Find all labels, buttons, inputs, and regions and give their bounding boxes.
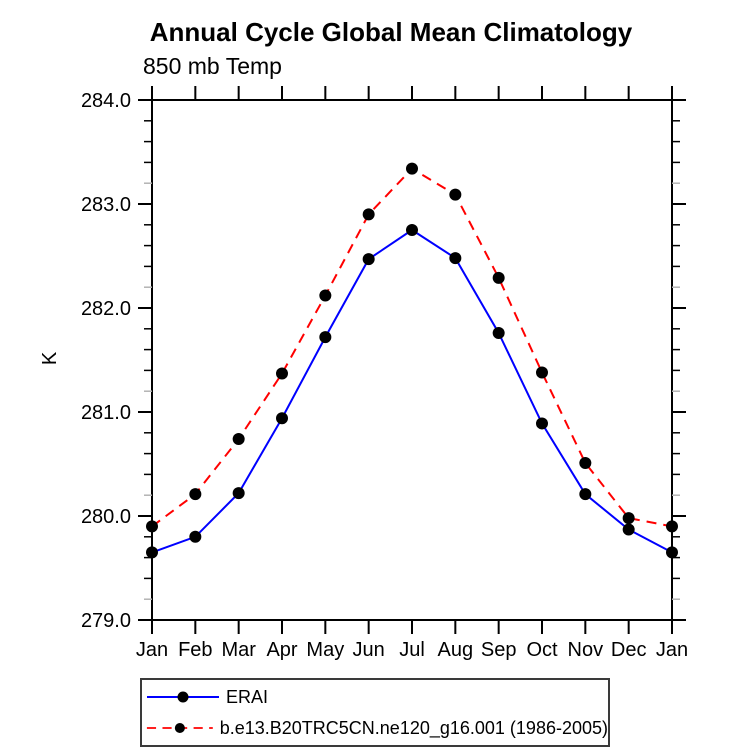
legend-label-erai: ERAI	[226, 687, 269, 708]
legend-label-model: b.e13.B20TRC5CN.ne120_g16.001 (1986-2005…	[219, 717, 608, 738]
legend-item-erai: ERAI	[142, 684, 608, 710]
data-point	[362, 208, 375, 221]
y-tick-label: 283.0	[81, 194, 131, 216]
series-line-solid	[151, 228, 673, 554]
y-tick-label: 284.0	[81, 90, 131, 112]
x-tick-label: Aug	[438, 639, 474, 661]
data-point	[146, 546, 158, 559]
data-point	[406, 162, 418, 175]
data-point	[579, 488, 592, 501]
x-tick-label: Mar	[221, 639, 256, 661]
data-point	[189, 530, 202, 543]
plot-frame	[151, 99, 673, 621]
data-point	[319, 289, 332, 302]
x-tick-label: Nov	[568, 639, 604, 661]
data-point	[232, 487, 245, 500]
data-point	[276, 367, 288, 380]
data-point	[319, 331, 332, 344]
data-point	[406, 224, 418, 236]
x-tick-label: Feb	[178, 639, 212, 661]
data-point	[189, 488, 202, 501]
chart-title: Annual Cycle Global Mean Climatology	[149, 17, 633, 47]
data-point	[146, 520, 158, 533]
data-point	[536, 366, 548, 379]
series-line-dashed	[151, 167, 673, 528]
legend-line-sample-solid	[147, 691, 219, 703]
data-point	[362, 253, 375, 266]
y-tick-label: 279.0	[81, 610, 131, 632]
data-point	[276, 412, 288, 425]
legend-marker-icon	[177, 691, 189, 703]
data-point	[666, 546, 678, 559]
x-tick-label: May	[306, 639, 344, 661]
data-point	[579, 456, 592, 469]
x-tick-label: Jan	[136, 639, 168, 661]
data-point	[492, 326, 505, 339]
data-point	[449, 252, 462, 265]
x-tick-label: Oct	[526, 639, 558, 661]
y-tick-label: 280.0	[81, 506, 131, 528]
legend-line-sample-dashed	[146, 722, 213, 733]
x-tick-label: Jul	[399, 639, 425, 661]
x-tick-label: Jun	[353, 639, 385, 661]
data-point	[622, 523, 635, 536]
x-tick-label: Dec	[611, 639, 647, 661]
data-point	[622, 512, 635, 525]
legend-item-model: b.e13.B20TRC5CN.ne120_g16.001 (1986-2005…	[142, 715, 608, 741]
y-tick-label: 281.0	[81, 402, 131, 424]
data-point	[492, 271, 505, 284]
data-point	[666, 520, 678, 533]
chart-subtitle: 850 mb Temp	[143, 53, 282, 79]
data-point	[232, 433, 245, 446]
x-tick-label: Sep	[481, 639, 517, 661]
legend-marker-icon	[174, 722, 185, 733]
y-tick-label: 282.0	[81, 298, 131, 320]
x-tick-label: Jan	[656, 639, 688, 661]
data-point	[536, 417, 548, 430]
data-point	[449, 188, 462, 201]
x-tick-label: Apr	[266, 639, 297, 661]
legend: ERAI b.e13.B20TRC5CN.ne120_g16.001 (1986…	[140, 678, 610, 747]
